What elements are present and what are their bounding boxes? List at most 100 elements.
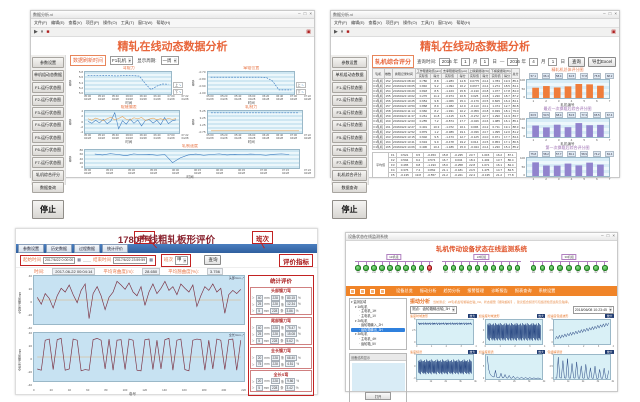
- maximize-icon[interactable]: □: [606, 233, 610, 239]
- tree-node[interactable]: · 齿轮箱_5V: [359, 341, 377, 346]
- mill-select[interactable]: F1轧机 ▾: [110, 56, 134, 65]
- query-button[interactable]: 查询: [204, 255, 222, 265]
- sidebar-button[interactable]: 数据查询: [332, 182, 367, 193]
- plot-area[interactable]: [526, 157, 610, 178]
- sidebar-button[interactable]: 参数设置: [32, 57, 64, 68]
- measuring-point-node[interactable]: 2H: [547, 261, 555, 274]
- measuring-point-node[interactable]: 2V: [378, 261, 386, 274]
- measuring-point-node[interactable]: 5V: [426, 261, 434, 274]
- sidebar-button[interactable]: 轧机综合评分: [32, 169, 64, 181]
- toolbar-icon[interactable]: [350, 288, 355, 294]
- sidebar-button[interactable]: F6-运行状态图: [332, 144, 367, 156]
- ok-status-icon[interactable]: [490, 265, 497, 271]
- toolbar-icon[interactable]: [370, 288, 375, 294]
- tree-node[interactable]: · 主电机_1V: [359, 313, 377, 318]
- export-excel-button[interactable]: 导出Excel: [587, 56, 616, 67]
- ok-status-icon[interactable]: [355, 265, 361, 271]
- ok-status-icon[interactable]: [458, 265, 465, 271]
- table-row[interactable]: F1轧机 154 20160123 09:29 0.818 8.5 -1.163 15.8-…: [372, 88, 521, 95]
- ok-status-icon[interactable]: [539, 265, 546, 271]
- zoom-button[interactable]: 放大: [468, 349, 477, 354]
- plot-area[interactable]: [84, 149, 300, 170]
- ok-status-icon[interactable]: [557, 265, 563, 271]
- table-row[interactable]: F1轧机 165 20160123 14:06 0.406 10.4 -1.186 15.0…: [372, 143, 521, 150]
- average-row[interactable]: F4 0.376 7.4 0.862 21.1 -0.181 24.5 1.475 14.7 84…: [373, 166, 517, 173]
- maximize-icon[interactable]: □: [303, 11, 307, 17]
- point-select[interactable]: 测点：齿轮箱输出轴_3H ▾: [410, 305, 457, 314]
- measuring-point-node[interactable]: 1V: [362, 261, 370, 274]
- ok-status-icon[interactable]: [548, 265, 554, 271]
- table-row[interactable]: F1轧机 159 20160123 11:37 0.261 11.8 -1.415 11.5…: [372, 113, 521, 120]
- sidebar-button[interactable]: 数据查询: [32, 182, 64, 193]
- plot-area[interactable]: [416, 318, 474, 345]
- close-icon[interactable]: ×: [614, 11, 617, 17]
- threshold-input[interactable]: 5: [255, 384, 263, 391]
- ok-status-icon[interactable]: [403, 265, 409, 271]
- close-icon[interactable]: ×: [612, 233, 615, 239]
- run-icon[interactable]: ▶: [334, 28, 338, 35]
- table-row[interactable]: F1轧机 153 20160123 09:05 0.840 9.2 -1.094 16.2 0…: [372, 83, 521, 90]
- toolbar-icon[interactable]: [380, 288, 385, 294]
- menu-item[interactable]: 窗口(W): [138, 20, 153, 25]
- plot-area[interactable]: [84, 71, 172, 95]
- threshold-input[interactable]: 20: [255, 354, 264, 361]
- sidebar-button[interactable]: 单机组动态数据: [332, 69, 367, 81]
- stop-button[interactable]: 停止: [32, 199, 64, 219]
- ok-status-icon[interactable]: [506, 265, 513, 271]
- plot-area[interactable]: [33, 332, 245, 382]
- menu-item[interactable]: 编辑(E): [51, 20, 65, 25]
- ok-status-icon[interactable]: [498, 265, 505, 271]
- table-row[interactable]: F1轧机 157 20160123 10:50 0.868 8.9 -1.382 12.9-…: [372, 103, 521, 110]
- maximize-icon[interactable]: □: [608, 11, 612, 17]
- calendar-icon[interactable]: ▦: [77, 257, 82, 262]
- time-select[interactable]: 2018/06/08 10:23:45 ▾: [572, 305, 614, 314]
- table-row[interactable]: F1轧机 152 20160123 08:40 0.780 8.8 -1.283 14.8 0…: [372, 78, 521, 85]
- open-button[interactable]: 打开: [365, 392, 391, 400]
- threshold-input[interactable]: 25: [255, 301, 264, 307]
- ok-status-icon[interactable]: [371, 265, 377, 271]
- ok-status-icon[interactable]: [575, 265, 581, 271]
- measuring-point-node[interactable]: 2V: [556, 261, 564, 274]
- menu-item[interactable]: 报表查询: [514, 288, 532, 293]
- tree-node[interactable]: · 齿轮箱输入_2H: [359, 323, 383, 328]
- menu-item[interactable]: 系统设置: [538, 288, 556, 293]
- menu-item[interactable]: 报警管理: [467, 288, 485, 293]
- tree-node[interactable]: · 主电机_4H: [359, 337, 377, 342]
- sidebar-button[interactable]: F1-运行状态图: [32, 82, 64, 93]
- measuring-point-node[interactable]: 4H: [402, 261, 410, 274]
- start-month-input[interactable]: 1: [460, 57, 470, 66]
- calendar-icon[interactable]: ▦: [149, 257, 153, 262]
- minimize-icon[interactable]: –: [603, 11, 606, 17]
- menu-item[interactable]: 操作(O): [103, 20, 117, 25]
- table-row[interactable]: F1轧机 160 20160123 12:03 0.255 7.2 -0.874 17.7-…: [372, 118, 521, 125]
- plot-area[interactable]: [206, 71, 295, 95]
- table-row[interactable]: F1轧机 158 20160123 11:14 0.960 8.2 -1.931 10.2-…: [372, 108, 521, 115]
- ok-status-icon[interactable]: [514, 265, 521, 271]
- measuring-point-node[interactable]: 4H: [583, 261, 591, 274]
- pause-icon[interactable]: ⏸: [40, 28, 44, 35]
- zoom-button[interactable]: 放大: [536, 314, 546, 319]
- measuring-point-node[interactable]: 5H: [601, 261, 609, 274]
- threshold-input[interactable]: 20: [255, 378, 264, 384]
- threshold-input[interactable]: 5: [255, 337, 263, 344]
- menu-item[interactable]: 文件(F): [34, 20, 48, 25]
- sidebar-button[interactable]: 轧机综合评分: [332, 169, 367, 181]
- pause-icon[interactable]: ⏸: [340, 28, 344, 35]
- table-row[interactable]: F1轧机 163 20160123 13:15 0.602 9.5 -1.473 12.7-…: [372, 133, 521, 140]
- tree-node[interactable]: · 齿轮箱输出_3H: [351, 327, 405, 333]
- menu-item[interactable]: 振动分析: [419, 288, 437, 293]
- stop-button[interactable]: 停止: [332, 199, 367, 219]
- menu-item[interactable]: 工具(T): [420, 20, 435, 25]
- measuring-point-node[interactable]: 2V: [466, 261, 474, 274]
- measuring-point-node[interactable]: 2H: [370, 261, 378, 274]
- threshold-input[interactable]: 40: [255, 294, 264, 301]
- sidebar-button[interactable]: F7-运行状态图: [332, 157, 367, 168]
- tab-button[interactable]: 过程数据: [74, 244, 100, 253]
- table-row[interactable]: F1轧机 161 20160123 12:27 0.401 10.3 -1.072 16.1…: [372, 123, 521, 130]
- plot-area[interactable]: [33, 275, 245, 325]
- start-day-input[interactable]: 1: [480, 57, 490, 66]
- measuring-point-node[interactable]: 1H: [354, 261, 362, 274]
- menu-item[interactable]: 查看(V): [368, 20, 382, 25]
- alarm-status-icon[interactable]: [426, 265, 433, 271]
- plot-area[interactable]: [553, 318, 612, 345]
